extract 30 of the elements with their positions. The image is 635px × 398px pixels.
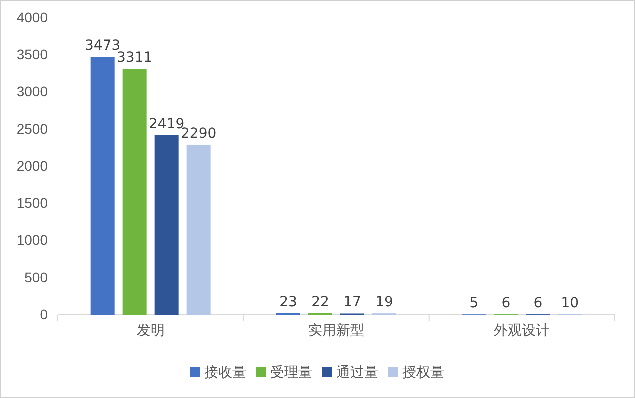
legend-label: 通过量 <box>336 365 378 381</box>
x-tick-label: 实用新型 <box>308 322 364 338</box>
y-tick-label: 3000 <box>16 84 48 100</box>
y-tick-label: 1000 <box>16 232 48 248</box>
y-tick-label: 4000 <box>16 9 48 26</box>
y-tick-label: 2500 <box>16 120 48 137</box>
y-tick-label: 0 <box>40 306 48 322</box>
legend-label: 授权量 <box>402 365 444 381</box>
x-tick-label: 发明 <box>136 322 165 338</box>
y-tick-label: 500 <box>24 269 48 286</box>
legend-label: 接收量 <box>204 365 246 381</box>
data-label: 23 <box>280 294 298 310</box>
data-label: 2419 <box>149 116 185 132</box>
bar <box>90 57 115 315</box>
bar <box>122 69 147 315</box>
y-tick-label: 3500 <box>16 46 48 63</box>
data-label: 17 <box>344 294 362 311</box>
x-tick-label: 外观设计 <box>494 322 550 338</box>
data-label: 5 <box>470 296 479 312</box>
data-label: 19 <box>376 294 394 311</box>
data-label: 3311 <box>117 50 153 66</box>
data-label: 10 <box>561 295 580 312</box>
data-label: 22 <box>312 294 330 310</box>
data-label: 6 <box>534 296 543 312</box>
data-label: 6 <box>502 296 511 312</box>
legend-label: 受理量 <box>270 365 312 381</box>
y-tick-label: 1500 <box>16 195 48 212</box>
y-tick-label: 2000 <box>16 158 48 174</box>
bar <box>154 135 179 315</box>
bar <box>186 144 211 315</box>
